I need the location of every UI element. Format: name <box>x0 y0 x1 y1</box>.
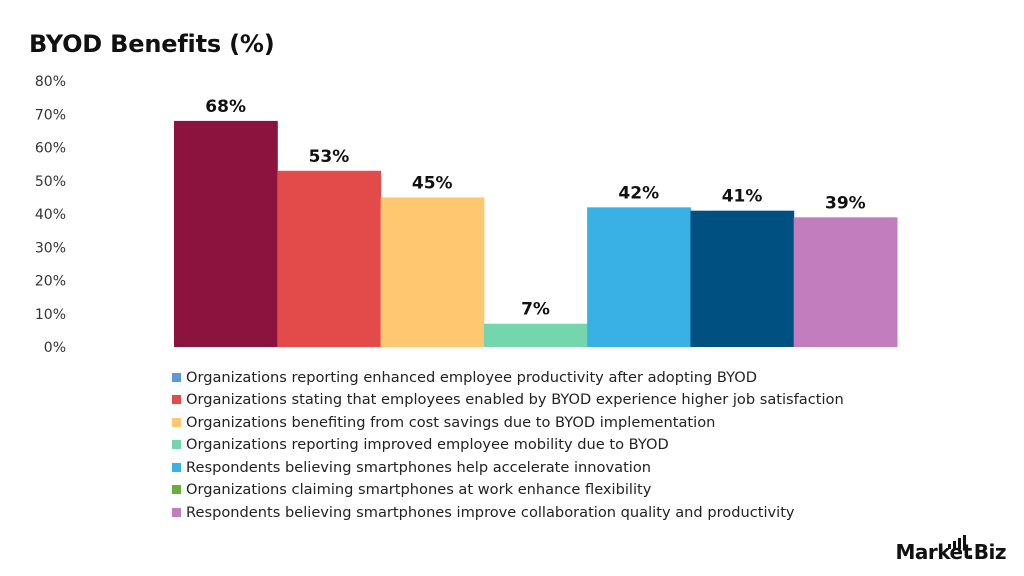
legend-item: Organizations benefiting from cost savin… <box>172 411 844 434</box>
chart-legend: Organizations reporting enhanced employe… <box>172 366 844 524</box>
bar-value-label: 53% <box>309 147 350 167</box>
legend-swatch <box>172 462 181 472</box>
bar <box>690 210 795 347</box>
y-tick-label: 30% <box>35 240 66 256</box>
bar-value-label: 41% <box>722 187 763 207</box>
bar-value-label: 39% <box>825 193 866 213</box>
legend-label: Organizations benefiting from cost savin… <box>186 413 716 431</box>
y-tick-label: 0% <box>44 340 66 356</box>
legend-label: Organizations stating that employees ena… <box>186 391 844 409</box>
legend-label: Respondents believing smartphones improv… <box>186 503 795 521</box>
bar <box>380 197 485 347</box>
y-tick-label: 50% <box>35 174 66 190</box>
legend-item: Organizations claiming smartphones at wo… <box>172 479 844 502</box>
bar-value-label: 7% <box>521 300 550 320</box>
legend-item: Respondents believing smartphones improv… <box>172 501 844 524</box>
y-tick-label: 80% <box>35 74 66 90</box>
legend-item: Organizations stating that employees ena… <box>172 389 844 412</box>
bar-value-label: 42% <box>618 183 659 203</box>
legend-swatch <box>172 417 181 427</box>
y-tick-label: 60% <box>35 141 66 157</box>
bar <box>174 120 278 348</box>
chart-title: BYOD Benefits (%) <box>29 30 275 58</box>
legend-swatch <box>172 440 181 450</box>
bar-value-label: 68% <box>205 97 246 117</box>
legend-label: Respondents believing smartphones help a… <box>186 458 652 476</box>
legend-item: Organizations reporting enhanced employe… <box>172 366 844 389</box>
brand-name-right: .Biz <box>966 540 1007 564</box>
bar <box>277 170 382 347</box>
brand-bars-icon <box>947 535 966 549</box>
y-tick-label: 70% <box>35 107 66 123</box>
bar <box>483 323 588 347</box>
y-tick-label: 10% <box>35 307 66 323</box>
y-tick-label: 20% <box>35 274 66 290</box>
legend-label: Organizations reporting enhanced employe… <box>186 368 757 386</box>
y-tick-label: 40% <box>35 207 66 223</box>
legend-swatch <box>172 372 181 382</box>
legend-swatch <box>172 507 181 517</box>
bar-value-label: 45% <box>412 173 453 193</box>
brand-logo: Market .Biz <box>896 535 1007 564</box>
legend-swatch <box>172 395 181 405</box>
bar <box>793 217 898 347</box>
bar <box>587 207 691 347</box>
legend-item: Respondents believing smartphones help a… <box>172 456 844 479</box>
legend-swatch <box>172 485 181 495</box>
bar-chart: 0% 10% 20% 30% 40% 50% 60% 70% 80% 68% 53% 45% 7% 42%… <box>35 74 898 356</box>
legend-label: Organizations claiming smartphones at wo… <box>186 481 652 499</box>
legend-label: Organizations reporting improved employe… <box>186 436 669 454</box>
legend-item: Organizations reporting improved employe… <box>172 434 844 457</box>
